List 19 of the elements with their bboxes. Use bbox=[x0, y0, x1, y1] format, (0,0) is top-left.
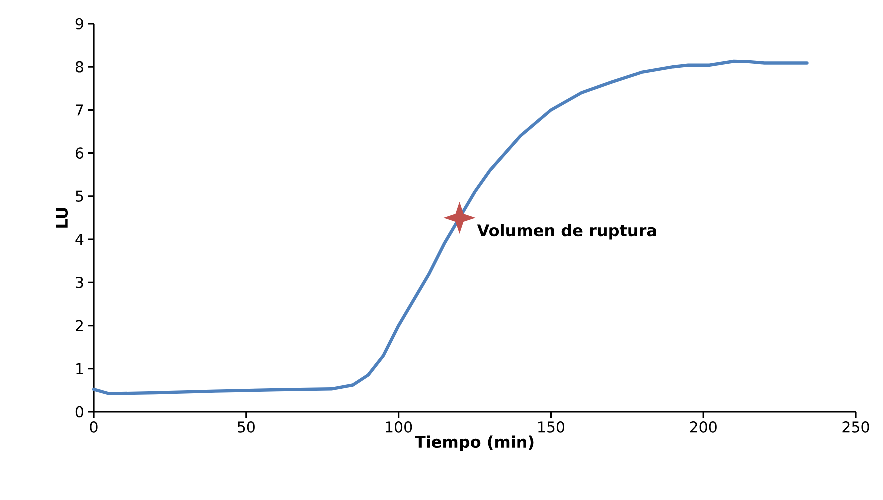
x-tick-label: 250 bbox=[842, 422, 870, 433]
y-tick-label: 7 bbox=[76, 104, 84, 116]
y-tick-label: 8 bbox=[76, 61, 84, 73]
x-tick-label: 150 bbox=[538, 422, 565, 433]
y-axis-title: LU bbox=[56, 208, 68, 228]
y-tick-label: 9 bbox=[76, 18, 84, 30]
y-tick-label: 3 bbox=[76, 276, 84, 288]
x-tick-label: 100 bbox=[386, 422, 412, 433]
y-tick-label: 1 bbox=[76, 363, 84, 374]
y-tick-label: 2 bbox=[76, 320, 83, 332]
x-tick-label: 0 bbox=[90, 422, 98, 433]
x-tick-label: 50 bbox=[238, 422, 255, 433]
y-tick-label: 5 bbox=[76, 190, 84, 202]
y-tick-label: 4 bbox=[76, 234, 84, 246]
x-tick-label: 200 bbox=[690, 422, 717, 433]
y-tick-label: 6 bbox=[76, 148, 84, 160]
y-tick-label: 0 bbox=[76, 406, 84, 418]
x-axis-title: Tiempo (min) bbox=[415, 436, 534, 452]
annotation: Volumen de ruptura bbox=[477, 224, 656, 240]
